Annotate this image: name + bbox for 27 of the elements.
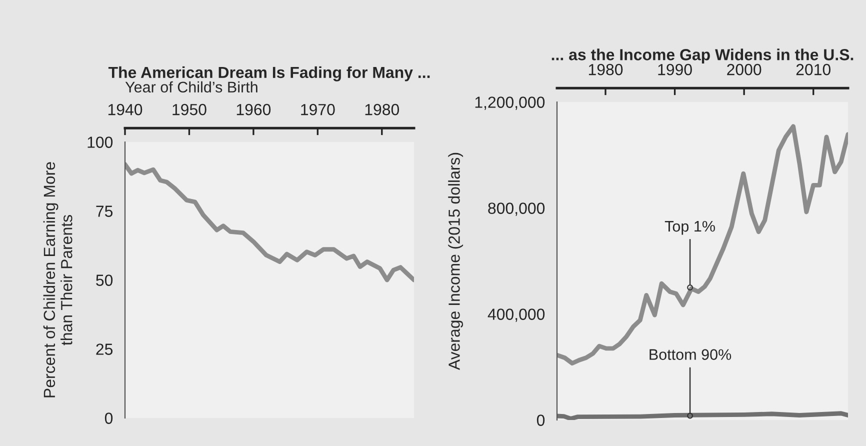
x-tick-label: 1950 [172,104,206,116]
chart-title: ... as the Income Gap Widens in the U.S. [552,48,854,64]
x-tick-label: 2000 [727,64,762,76]
line-series [125,162,414,282]
x-tick-label: 1960 [236,104,271,116]
line-series [557,124,848,366]
chart-title: The American Dream Is Fading for Many ... [108,66,430,82]
y-tick-label: 75 [96,206,113,217]
y-tick-label: 1,200,000 [475,96,545,110]
annotation: Bottom 90% [650,349,732,360]
y-tick-label: 50 [96,274,113,286]
y-tick-label: 800,000 [488,202,545,216]
y-tick-label: 100 [88,136,113,148]
annotation: Top 1% [664,220,715,235]
x-tick-label: 2010 [796,64,830,76]
x-tick-label: 1980 [365,104,400,116]
y-axis-title: Percent of Children Earning More than Their Parents [43,162,72,398]
y-tick-label: 0 [536,414,545,426]
x-tick-label: 1970 [301,104,335,116]
y-tick-label: 25 [96,344,113,355]
x-tick-label: 1990 [658,64,692,76]
y-tick-label: 400,000 [488,308,545,322]
x-tick-label: 1980 [588,64,623,76]
x-tick-label: 1940 [108,104,142,116]
y-axis-title: Average Income (2015 dollars) [448,152,464,370]
x-axis-title: Year of Child’s Birth [125,81,258,93]
y-tick-label: 0 [104,412,113,424]
